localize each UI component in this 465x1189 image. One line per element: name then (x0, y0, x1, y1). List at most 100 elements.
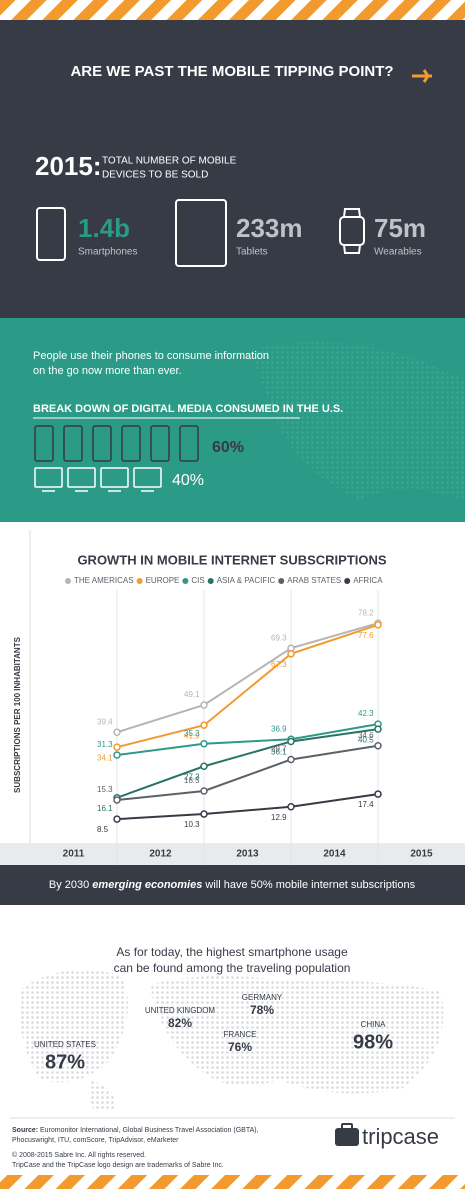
data-label: 18.5 (184, 776, 200, 785)
phone-icon (121, 425, 141, 462)
legend-swatch (65, 578, 71, 584)
point (374, 725, 382, 733)
point (113, 815, 121, 823)
device-value: 233m (236, 213, 303, 243)
data-label: 36.1 (271, 748, 287, 757)
data-label: 42.3 (358, 709, 374, 718)
data-label: 15.3 (97, 785, 113, 794)
country-share: 98% (353, 1031, 393, 1053)
point (200, 762, 208, 771)
legend-label: CIS (191, 576, 204, 585)
point (287, 737, 295, 746)
country-name: CHINA (361, 1020, 387, 1029)
data-label: 78.2 (358, 608, 374, 617)
watch-icon (339, 208, 365, 254)
chart-title: GROWTH IN MOBILE INTERNET SUBSCRIPTIONS (77, 552, 386, 567)
chart: 2011 2012 2013 2014 2015 THE AMERICAS EUROPE CI… (63, 576, 433, 865)
point (200, 701, 208, 709)
country-name: FRANCE (224, 1030, 257, 1039)
device-value: 1.4b (78, 213, 130, 243)
series-line (116, 623, 379, 749)
media-icons (34, 425, 199, 492)
series-line (116, 622, 379, 734)
point (374, 741, 382, 750)
data-label: 67.3 (271, 660, 287, 669)
legend-label: EUROPE (146, 576, 180, 585)
monitor-icon (133, 467, 162, 488)
point (113, 728, 121, 736)
data-label: 29.7 (271, 745, 287, 754)
x-tick-label: 2011 (63, 849, 85, 860)
country-name: UNITED STATES (34, 1040, 96, 1049)
country-share: 78% (250, 1003, 274, 1017)
point (287, 802, 295, 811)
source-text: Euromonitor International, Global Busine… (38, 1127, 259, 1134)
stripe-top (0, 0, 465, 20)
point (374, 621, 382, 629)
country-name: UNITED KINGDOM (145, 1006, 216, 1015)
phone-icon (63, 425, 83, 462)
legend-swatch (182, 578, 189, 584)
country-share: 82% (168, 1016, 192, 1030)
media-intro: on the go now more than ever. (33, 365, 182, 377)
device-label: Tablets (236, 247, 268, 258)
data-label: 34.6 (358, 731, 374, 740)
monitor-icon (67, 467, 96, 488)
media-intro: People use their phones to consume infor… (33, 350, 269, 362)
country-share: 87% (45, 1051, 85, 1073)
data-label: 36.9 (271, 724, 287, 733)
source-label: Source: (12, 1127, 38, 1134)
chart-section (0, 522, 465, 865)
point (113, 796, 121, 804)
point (374, 790, 382, 798)
x-tick-label: 2014 (323, 849, 346, 860)
desktop-share: 40% (172, 472, 204, 489)
data-label: 77.6 (358, 631, 374, 640)
data-label: 12.9 (271, 813, 287, 822)
logo-icon (335, 1123, 359, 1146)
data-label: 69.3 (271, 633, 287, 642)
legend-swatch (136, 578, 143, 584)
data-label: 40.5 (358, 735, 374, 744)
media-heading: BREAK DOWN OF DIGITAL MEDIA CONSUMED IN … (33, 403, 343, 415)
legend-label: ASIA & PACIFIC (217, 576, 276, 585)
point (113, 751, 121, 759)
travel-intro: As for today, the highest smartphone usa… (116, 945, 348, 959)
phone-icon (150, 425, 170, 462)
legend-swatch (344, 578, 351, 584)
device-label: Smartphones (78, 247, 137, 258)
series-line (116, 723, 379, 757)
logo: tripcase (362, 1124, 439, 1149)
teal-map (250, 342, 465, 500)
stripe-bottom (0, 1175, 465, 1189)
devices-caption: DEVICES TO BE SOLD (102, 170, 208, 181)
country-name: GERMANY (242, 993, 283, 1002)
data-label: 17.4 (358, 800, 374, 809)
devices-year: 2015: (35, 151, 102, 181)
banner-emphasis: emerging economies (92, 879, 202, 891)
data-label: 39.4 (97, 717, 113, 726)
x-tick-label: 2012 (149, 849, 172, 860)
data-label: 10.3 (184, 820, 200, 829)
point (200, 787, 208, 795)
data-label: 27.3 (184, 772, 200, 781)
point (200, 740, 208, 748)
country-share: 76% (228, 1040, 252, 1054)
data-label: 35.3 (184, 729, 200, 738)
series-line (116, 744, 379, 801)
banner (0, 865, 465, 905)
source: Source: Euromonitor International, Globa… (12, 1127, 259, 1134)
data-label: 16.1 (97, 804, 113, 813)
data-label: 31.3 (97, 740, 113, 749)
series-line (116, 793, 379, 821)
monitor-icon (100, 467, 129, 488)
footer (0, 1115, 465, 1175)
legend-label: AFRICA (353, 576, 383, 585)
dark-section (0, 20, 465, 318)
source-text: Phocuswright, ITU, comScore, TripAdvisor… (12, 1137, 179, 1144)
title: ARE WE PAST THE MOBILE TIPPING POINT? (70, 63, 393, 80)
phone-icon (34, 425, 54, 462)
banner-part: will have 50% mobile internet subscripti… (202, 879, 415, 891)
phone-icon (179, 425, 199, 462)
